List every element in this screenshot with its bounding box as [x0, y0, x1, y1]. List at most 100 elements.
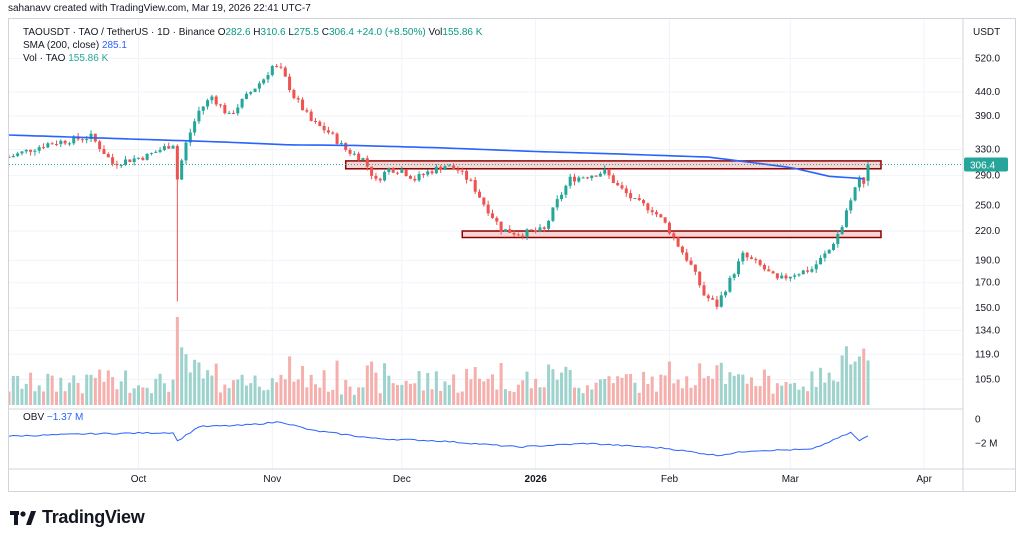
candle-body — [823, 253, 827, 258]
candle-body — [538, 227, 542, 232]
volume-bar — [655, 391, 659, 405]
chart-credit: sahanavv created with TradingView.com, M… — [8, 3, 311, 14]
candle-body — [607, 169, 611, 176]
price-tick-label: 119.0 — [975, 349, 1000, 360]
candle-body — [775, 273, 779, 279]
volume-bar — [206, 370, 210, 405]
volume-bar — [288, 356, 292, 405]
candle-body — [387, 168, 391, 172]
last-price-badge — [964, 157, 1008, 172]
volume-bar — [823, 382, 827, 405]
legend-close: 306.4 — [328, 27, 354, 38]
candle-body — [305, 110, 309, 112]
obv-tick-label: 0 — [975, 414, 981, 425]
candle-body — [240, 98, 244, 108]
candle-body — [801, 270, 805, 275]
candle-body — [292, 90, 296, 99]
volume-bar — [93, 377, 97, 405]
candle-body — [689, 260, 693, 265]
brand-name: TradingView — [42, 507, 145, 527]
volume-bar — [741, 374, 745, 405]
volume-bar — [42, 391, 46, 405]
candle-body — [391, 168, 395, 173]
candle-body — [486, 204, 490, 214]
candle-body — [430, 171, 434, 174]
legend-volume[interactable]: Vol · TAO 155.86 K — [23, 53, 108, 65]
candle-body — [344, 142, 348, 150]
volume-bar — [447, 384, 451, 405]
candle-body — [184, 142, 188, 161]
volume-bar — [136, 385, 141, 405]
volume-bar — [33, 391, 37, 405]
candle-body — [806, 270, 810, 272]
legend-sma[interactable]: SMA (200, close) 285.1 — [23, 40, 127, 52]
candle-body — [814, 264, 818, 270]
volume-bar — [465, 368, 469, 405]
legend-o-label: O — [217, 27, 226, 38]
volume-bar — [737, 374, 741, 405]
candle-body — [180, 160, 184, 180]
volume-bar — [728, 372, 732, 405]
candle-body — [862, 177, 866, 184]
volume-bar — [469, 379, 473, 405]
legend-vol: 155.86 K — [442, 27, 483, 38]
candle-body — [793, 275, 797, 277]
candle-body — [499, 221, 503, 232]
candle-body — [711, 298, 715, 300]
candle-body — [227, 112, 231, 114]
candle-body — [788, 276, 792, 279]
volume-bar — [266, 389, 270, 405]
chart-frame[interactable]: 520.0 440.0 390.0 330.0 290.0 250.0 220.0 190.0… — [8, 18, 1016, 492]
volume-bar — [568, 370, 572, 405]
candle-body — [102, 149, 106, 154]
volume-bar — [417, 371, 421, 405]
volume-bar — [361, 387, 365, 405]
candle-body — [33, 150, 37, 152]
candle-body — [219, 104, 223, 106]
candle-body — [171, 145, 175, 149]
candle-body — [495, 217, 499, 222]
candle-body — [473, 180, 477, 192]
candle-body — [296, 98, 300, 100]
volume-bar — [460, 391, 464, 405]
volume-bar — [637, 392, 641, 405]
candle-body — [840, 227, 844, 234]
volume-bar — [667, 361, 671, 405]
candle-body — [650, 210, 654, 213]
candle-body — [629, 193, 633, 199]
candle-body — [89, 133, 93, 140]
candle-body — [866, 164, 870, 181]
candle-body — [741, 252, 745, 262]
candle-body — [9, 157, 11, 159]
volume-bar — [490, 374, 494, 405]
volume-bar — [158, 373, 162, 405]
candle-body — [124, 159, 128, 165]
volume-bar — [534, 378, 538, 405]
candle-body — [456, 168, 460, 171]
vol-tao-label: Vol · TAO — [23, 53, 66, 64]
candle-body — [283, 67, 287, 77]
candle-body — [525, 229, 529, 237]
volume-bar — [775, 383, 779, 405]
vol-tao-value: 155.86 K — [68, 53, 109, 64]
price-chart[interactable]: 520.0 440.0 390.0 330.0 290.0 250.0 220.0 190.0… — [9, 19, 1015, 491]
candle-body — [29, 149, 33, 152]
volume-bar — [521, 380, 525, 405]
candle-body — [313, 120, 317, 122]
candle-body — [37, 147, 41, 151]
tradingview-brand[interactable]: TradingView — [10, 507, 145, 528]
volume-bar — [693, 385, 697, 405]
volume-bar — [650, 376, 654, 405]
volume-bar — [499, 363, 503, 405]
candle-body — [827, 249, 831, 254]
candle-body — [655, 212, 659, 215]
volume-bar — [249, 383, 253, 405]
legend-obv[interactable]: OBV −1.37 M — [23, 412, 83, 424]
candle-body — [521, 235, 525, 237]
volume-bar — [564, 366, 568, 405]
candle-body — [478, 191, 482, 198]
volume-bar — [590, 389, 594, 405]
volume-bar — [724, 384, 728, 405]
volume-bar — [486, 378, 490, 405]
candle-body — [564, 185, 568, 195]
